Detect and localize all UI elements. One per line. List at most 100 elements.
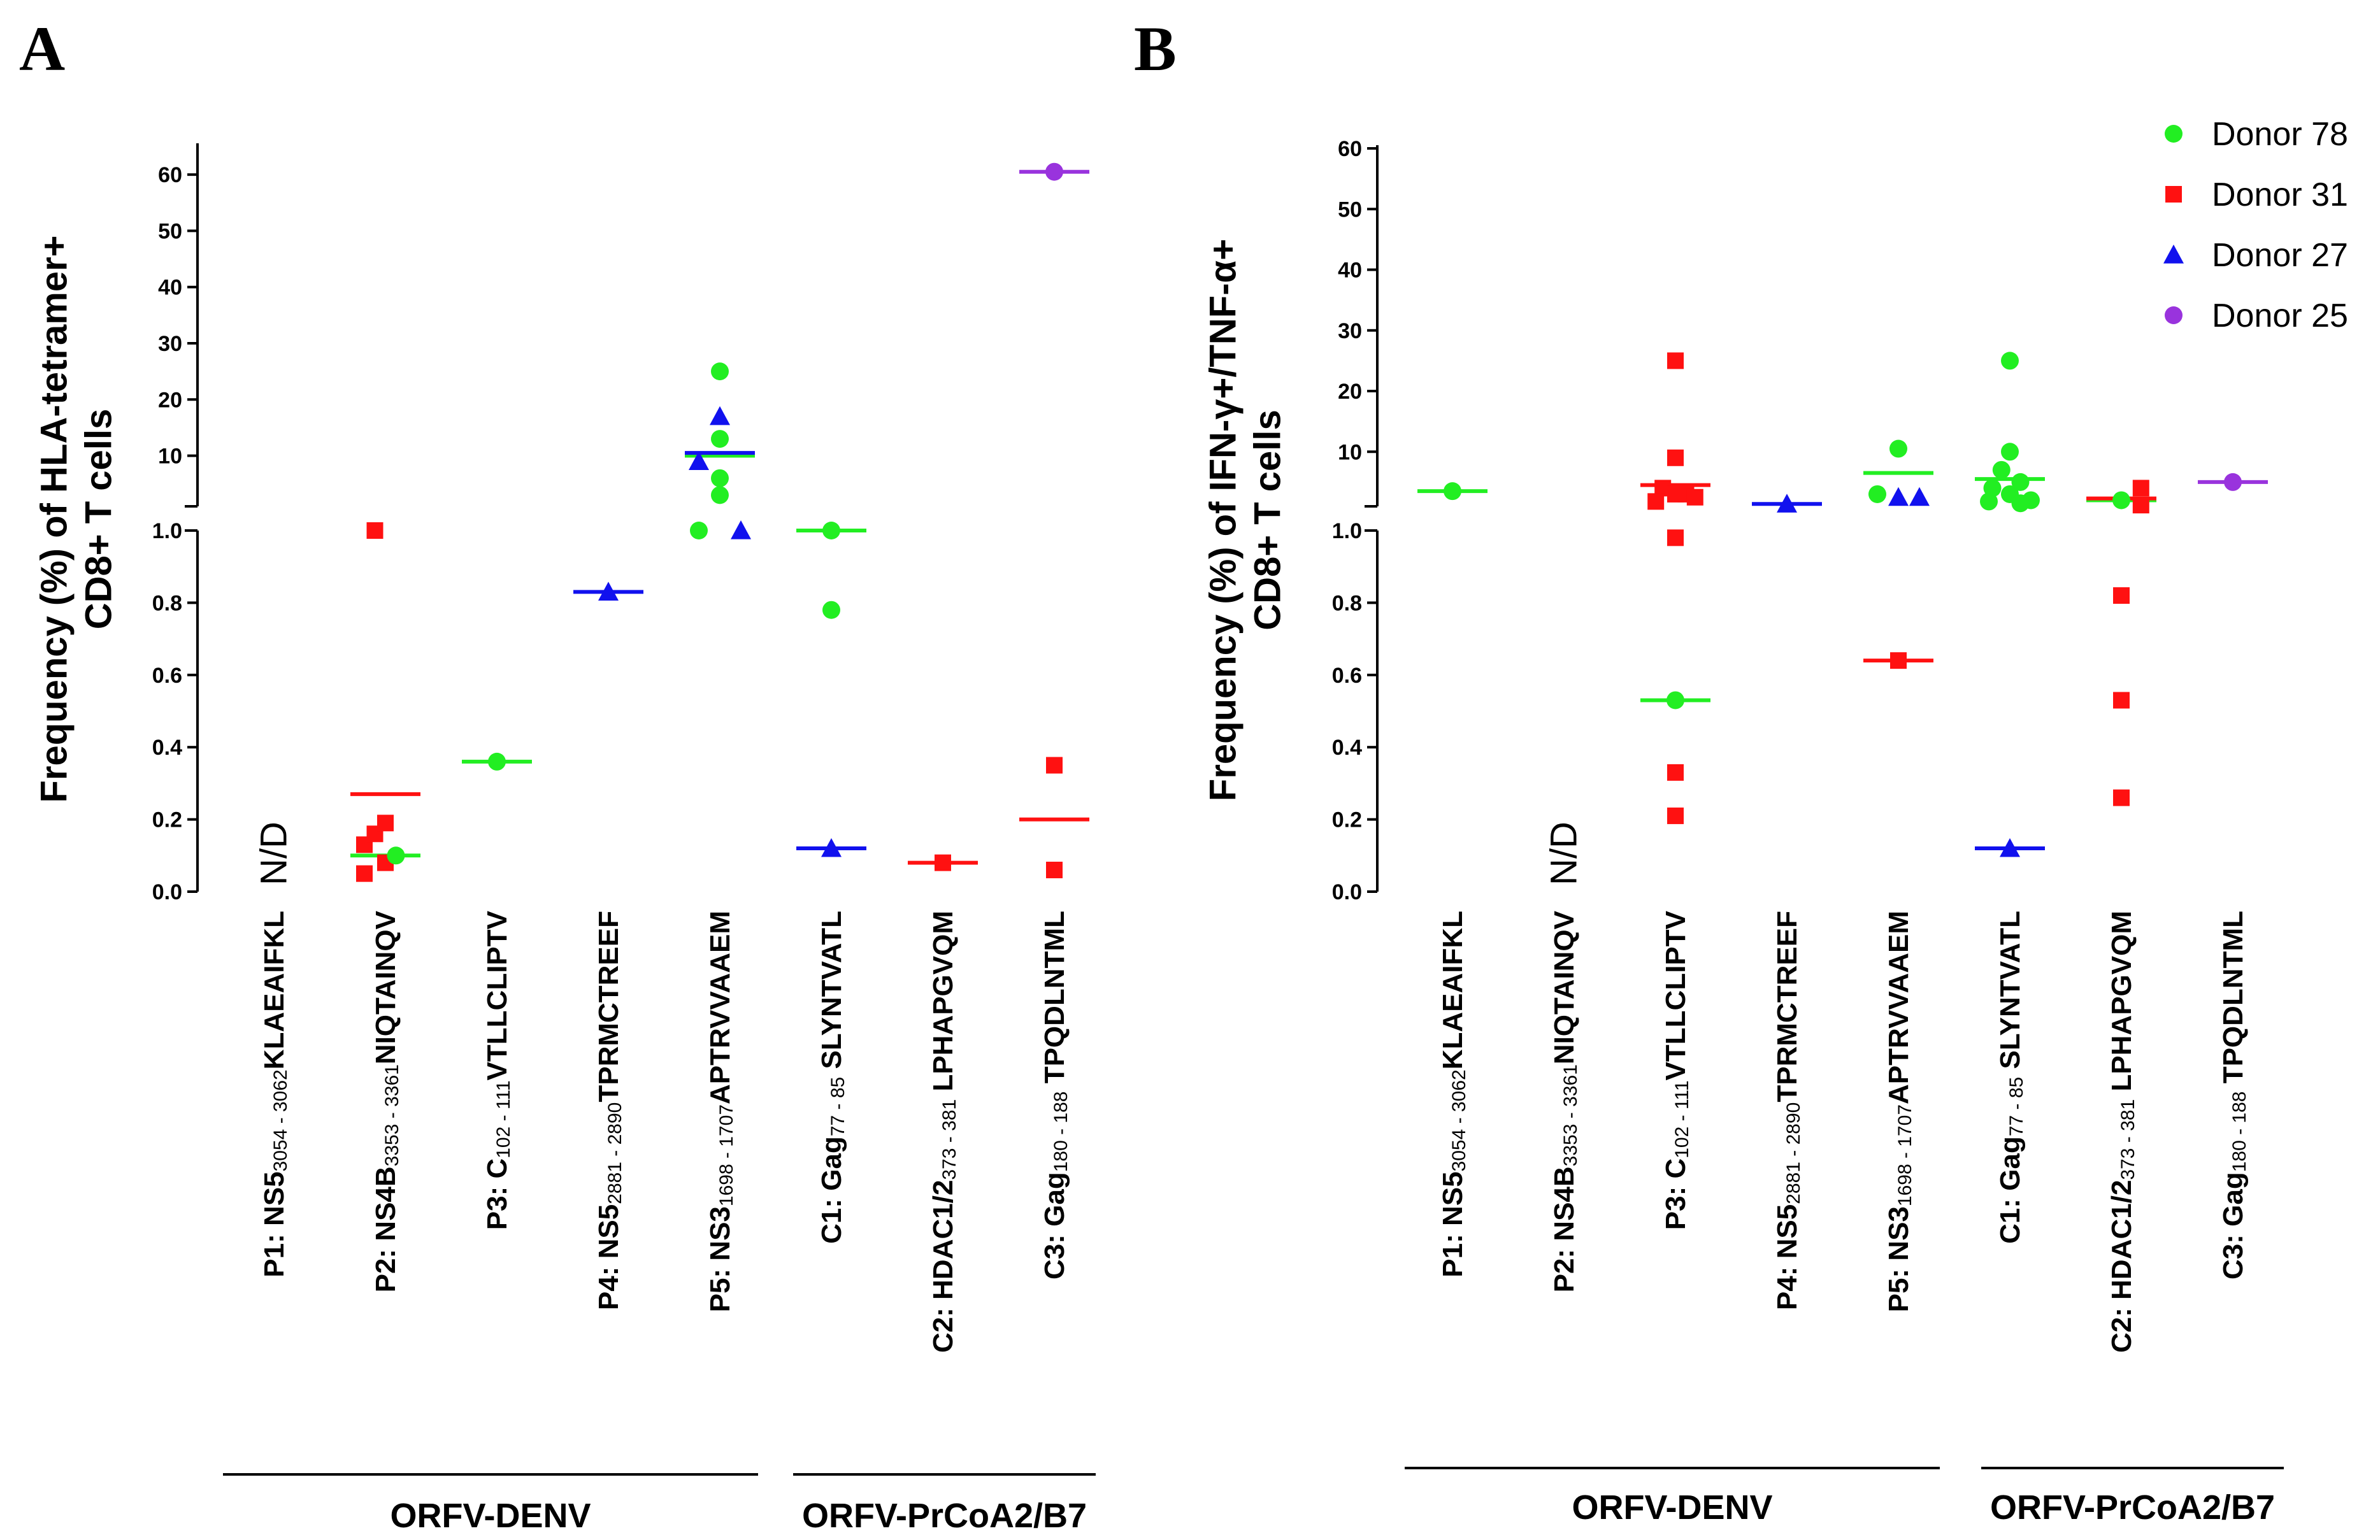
x-category-sequence: LPHAPGVQM [928, 911, 959, 1099]
x-category-subscript: 3054 - 3062 [270, 1069, 291, 1171]
y-axis-label: Frequency (%) of IFN-γ+/TNF-α+ [1203, 239, 1244, 801]
data-point [1777, 494, 1797, 513]
y-tick-label: 30 [1338, 319, 1362, 343]
x-category-subscript: 373 - 381 [939, 1099, 960, 1180]
data-point [711, 430, 729, 448]
data-point [2011, 473, 2030, 491]
y-tick-label: 0.4 [152, 736, 182, 760]
y-tick-label: 0.0 [1332, 880, 1362, 904]
data-point [711, 486, 729, 504]
x-category-subscript: 3054 - 3062 [1449, 1069, 1470, 1171]
legend-marker [2165, 186, 2182, 203]
x-category-sequence: VTLLCLIPTV [482, 910, 513, 1080]
x-category-sequence: KLAEAIFKL [259, 911, 290, 1069]
data-point [822, 522, 840, 539]
data-point [387, 846, 405, 865]
x-category-sequence: TPRMCTREEF [593, 911, 624, 1102]
data-point [1992, 460, 2011, 479]
x-category-label: P4: NS52881 - 2890TPRMCTREEF [593, 911, 626, 1310]
x-category-prefix: C1: Gag [1995, 1136, 2026, 1244]
x-category-prefix: C3: Gag [1039, 1172, 1070, 1280]
data-point [1647, 493, 1665, 510]
group-label: ORFV-PrCoA2/B7 [1990, 1488, 2275, 1527]
panel-b-chart: 0.0 0.2 0.4 0.6 0.8 1.0 10 20 30 40 50 60 Frequency … [1203, 137, 2284, 1527]
x-category-subscript: 77 - 85 [828, 1077, 849, 1136]
y-tick-label: 40 [158, 276, 182, 300]
group-label: ORFV-DENV [390, 1497, 591, 1535]
x-category-sequence: VTLLCLIPTV [1660, 910, 1691, 1080]
x-category-subscript: 373 - 381 [2118, 1099, 2139, 1180]
x-category-sequence: SLYNTVATL [1995, 911, 2026, 1077]
data-point [710, 406, 730, 425]
y-tick-label: 10 [1338, 440, 1362, 464]
y-tick-label: 0.6 [1332, 664, 1362, 688]
y-tick-label: 1.0 [1332, 519, 1362, 543]
data-point [356, 865, 373, 882]
y-axis-label: CD8+ T cells [1247, 410, 1289, 631]
x-category-label: P3: C102 - 111VTLLCLIPTV [482, 910, 514, 1230]
data-point [1888, 487, 1909, 506]
y-tick-label: 10 [158, 445, 182, 469]
x-category-prefix: P5: NS3 [705, 1206, 736, 1312]
data-point [711, 469, 729, 487]
x-category-sequence: APTRVVAAEM [1883, 911, 1914, 1104]
data-point [366, 522, 384, 539]
data-point [1046, 757, 1063, 774]
legend-marker [2165, 125, 2183, 143]
x-category-subscript: 77 - 85 [2006, 1077, 2027, 1136]
x-category-label: P5: NS31698 - 1707APTRVVAAEM [705, 911, 737, 1312]
x-category-prefix: P5: NS3 [1883, 1206, 1914, 1312]
x-category-label: C2: HDAC1/2373 - 381 LPHAPGVQM [928, 911, 960, 1353]
y-tick-label: 0.0 [152, 880, 182, 904]
data-point [731, 520, 751, 539]
panel-a-letter: A [19, 13, 65, 84]
data-point [2132, 497, 2149, 514]
data-point [1045, 162, 1063, 181]
x-category-prefix: C2: HDAC1/2 [928, 1180, 959, 1353]
panel-b-letter: B [1134, 13, 1177, 84]
x-category-prefix: P1: NS5 [1437, 1171, 1468, 1277]
x-category-label: P4: NS52881 - 2890TPRMCTREEF [1772, 911, 1804, 1310]
y-tick-label: 60 [158, 163, 182, 187]
x-category-subscript: 102 - 111 [1672, 1080, 1693, 1158]
data-point [2224, 473, 2242, 491]
data-point [1983, 479, 2002, 497]
data-point [598, 581, 619, 601]
y-tick-label: 0.8 [152, 591, 182, 615]
x-category-label: C3: Gag180 - 188 TPQDLNTML [1039, 911, 1072, 1280]
x-category-prefix: P2: NS4B [1549, 1166, 1580, 1292]
data-point [1868, 485, 1886, 503]
x-category-label: C2: HDAC1/2373 - 381 LPHAPGVQM [2106, 911, 2139, 1353]
group-label: ORFV-PrCoA2/B7 [802, 1497, 1087, 1535]
x-category-subscript: 3353 - 3361 [382, 1064, 403, 1166]
data-point [2132, 480, 2149, 497]
data-point [690, 522, 708, 539]
y-tick-label: 0.2 [152, 808, 182, 832]
data-point [2011, 494, 2030, 513]
x-category-label: P2: NS4B3353 - 3361NIQTAINQV [1549, 910, 1581, 1292]
y-tick-label: 30 [158, 332, 182, 356]
data-point [377, 815, 394, 832]
legend-label: Donor 25 [2212, 297, 2348, 334]
x-category-subscript: 102 - 111 [493, 1080, 514, 1158]
data-point [935, 854, 951, 871]
not-done-label: N/D [1544, 822, 1585, 885]
y-tick-label: 0.8 [1332, 591, 1362, 615]
x-category-sequence: LPHAPGVQM [2106, 911, 2137, 1099]
data-point [1667, 764, 1684, 781]
data-point [2113, 692, 2130, 709]
data-point [1909, 487, 1930, 506]
x-category-prefix: P3: C [1660, 1159, 1691, 1230]
x-category-prefix: P4: NS5 [1772, 1204, 1803, 1310]
x-category-label: P3: C102 - 111VTLLCLIPTV [1660, 910, 1693, 1230]
x-category-label: C1: Gag77 - 85 SLYNTVATL [1995, 911, 2027, 1244]
legend-label: Donor 78 [2212, 116, 2348, 153]
data-point [2113, 789, 2130, 806]
data-point [2112, 491, 2130, 510]
legend-label: Donor 27 [2212, 237, 2348, 274]
group-label: ORFV-DENV [1572, 1488, 1772, 1527]
x-category-subscript: 2881 - 2890 [605, 1102, 626, 1204]
data-point [1444, 482, 1461, 501]
data-point [2001, 352, 2019, 370]
